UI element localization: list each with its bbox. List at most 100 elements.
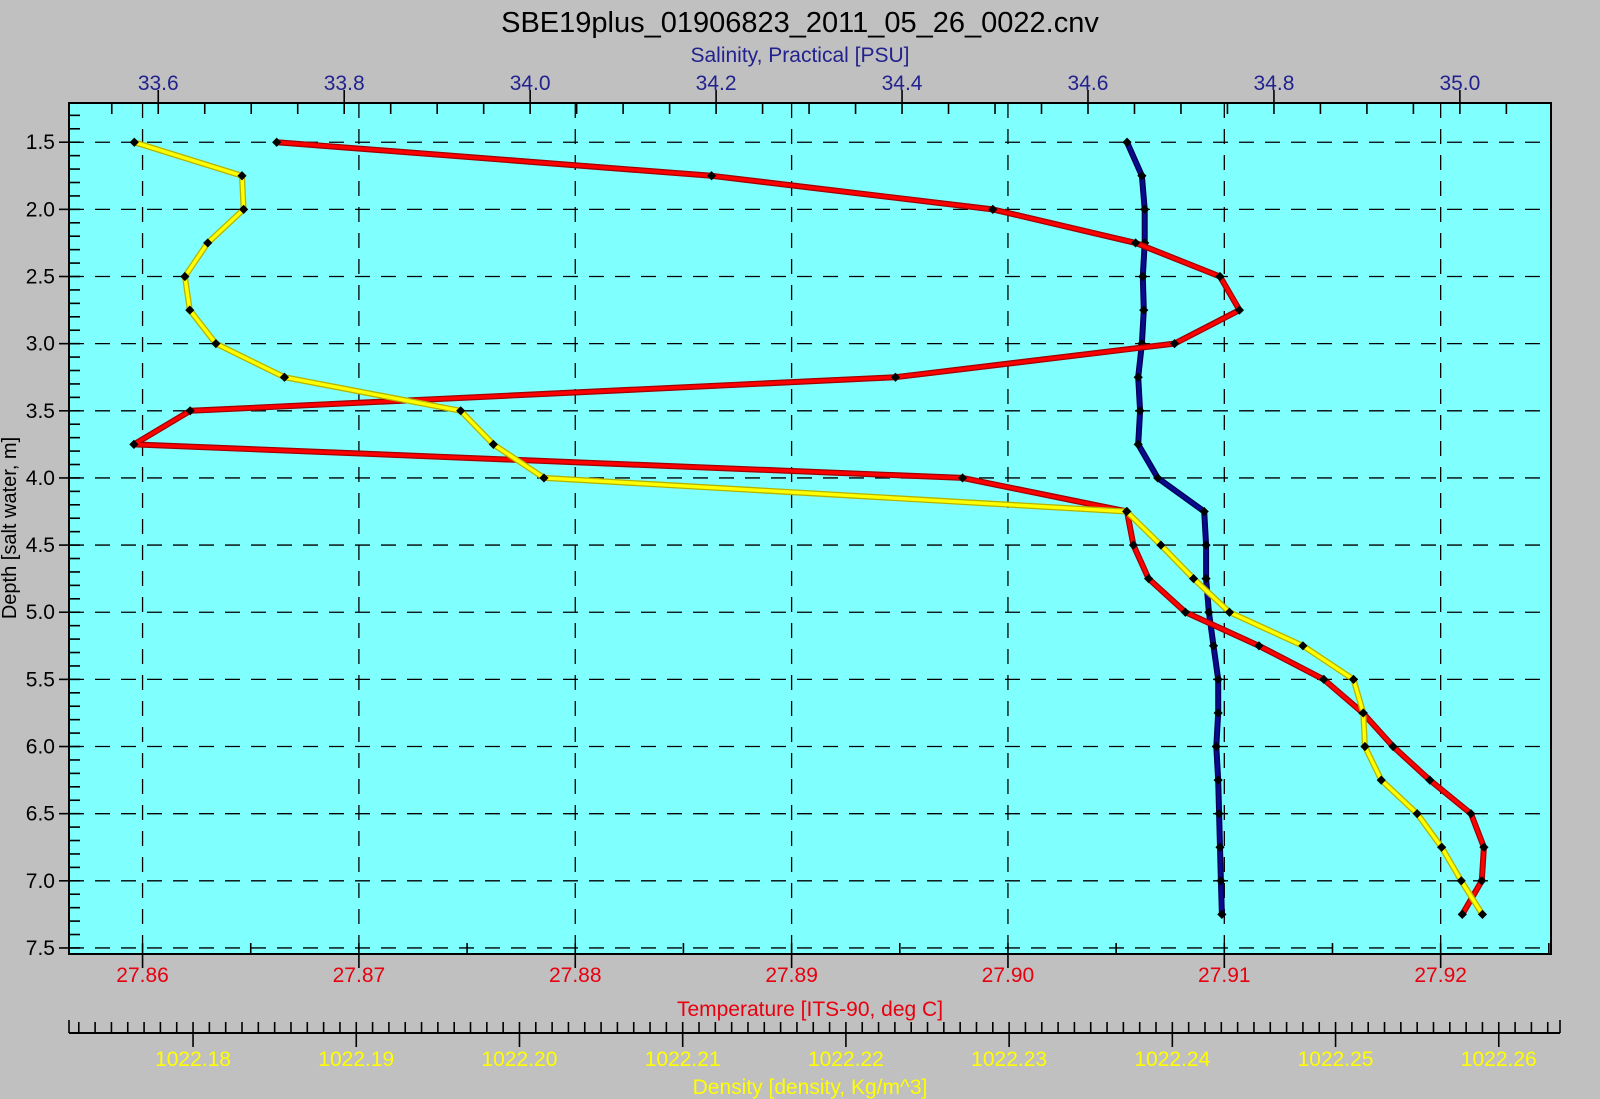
depth-tick-label: 3.5: [26, 400, 55, 423]
data-point-marker: [1388, 741, 1398, 752]
data-point-marker: [1477, 909, 1488, 919]
density-tick-label: 1022.21: [645, 1048, 721, 1071]
salinity-tick-label: 34.8: [1254, 72, 1295, 95]
data-point-marker: [1298, 641, 1308, 651]
data-point-marker: [1412, 809, 1422, 819]
depth-axis-title: Depth [salt water, m]: [0, 437, 21, 619]
depth-tick-label: 6.5: [26, 803, 55, 826]
data-point-marker: [1199, 506, 1209, 517]
data-point-marker: [1143, 574, 1154, 584]
data-point-marker: [129, 439, 139, 449]
data-point-marker: [1215, 842, 1225, 852]
temperature-tick-label: 27.89: [765, 964, 818, 987]
data-point-marker: [456, 406, 466, 416]
data-point-marker: [1477, 876, 1487, 886]
data-point-marker: [239, 204, 249, 214]
temperature-axis-title: Temperature [ITS-90, deg C]: [677, 998, 943, 1021]
data-point-marker: [1122, 506, 1132, 517]
data-point-marker: [1217, 909, 1227, 919]
salinity-tick-label: 34.2: [696, 72, 737, 95]
data-point-marker: [1457, 909, 1467, 919]
density-series: [131, 139, 1486, 918]
density-axis: 1022.18 1022.19 1022.20 1022.21 1022.22 1022.…: [68, 1020, 1561, 1071]
temperature-tick-label: 27.86: [116, 964, 169, 987]
data-point-marker: [1215, 271, 1225, 282]
data-point-marker: [1213, 674, 1223, 684]
data-point-marker: [1376, 775, 1386, 785]
data-point-marker: [1137, 171, 1147, 181]
data-point-marker: [1213, 708, 1223, 718]
salinity-tick-label: 34.4: [882, 72, 923, 95]
data-point-marker: [1180, 607, 1190, 617]
density-tick-label: 1022.25: [1298, 1048, 1374, 1071]
depth-axis-ticks: 1.5 2.0 2.5 3.0 3.5 4.0 4.5 5.0 5.5 6.0 6.5 7.0 7.5: [26, 114, 80, 960]
temperature-series-line: [132, 140, 1486, 917]
data-point-marker: [237, 171, 247, 181]
density-tick-label: 1022.22: [808, 1048, 884, 1071]
data-point-marker: [1204, 607, 1214, 617]
data-point-marker: [1156, 540, 1166, 550]
temperature-axis-title: Temperature [ITS-90, deg C]: [677, 998, 943, 1021]
data-point-marker: [488, 439, 498, 449]
temperature-tick-label: 27.87: [333, 964, 386, 987]
salinity-series-line: [1125, 140, 1224, 917]
salinity-tick-label: 34.6: [1068, 72, 1109, 95]
depth-tick-label: 3.0: [26, 333, 55, 356]
data-point-marker: [1456, 876, 1466, 886]
grid: [69, 103, 1551, 954]
data-point-marker: [1122, 137, 1132, 147]
plot-frame: [68, 102, 1552, 955]
density-tick-label: 1022.19: [318, 1048, 394, 1071]
data-point-marker: [890, 372, 901, 382]
salinity-tick-label: 33.6: [138, 72, 179, 95]
salinity-axis-ticks: 33.6 33.8 34.0 34.2 34.4 34.6 34.8 35.0: [110, 72, 1508, 114]
data-point-marker: [1131, 238, 1141, 248]
main-title: SBE19plus_01906823_2011_05_26_0022.cnv: [501, 7, 1099, 39]
temperature-tick-label: 27.88: [549, 964, 602, 987]
data-point-marker: [1208, 641, 1219, 651]
data-point-marker: [272, 137, 282, 147]
depth-tick-label: 2.0: [26, 198, 55, 221]
salinity-axis-title: Salinity, Practical [PSU]: [690, 44, 909, 67]
density-tick-label: 1022.18: [155, 1048, 231, 1071]
data-point-marker: [1479, 842, 1489, 852]
temperature-tick-label: 27.91: [1198, 964, 1251, 987]
data-point-marker: [185, 406, 195, 416]
data-point-marker: [211, 339, 221, 349]
temperature-axis-ticks: 27.86 27.87 27.88 27.89 27.90 27.91 27.92: [116, 943, 1550, 987]
data-point-marker: [1135, 406, 1145, 416]
data-point-marker: [1437, 842, 1447, 852]
data-point-marker: [129, 137, 139, 147]
depth-tick-label: 5.5: [26, 668, 55, 691]
data-point-marker: [1360, 741, 1370, 752]
data-point-marker: [957, 473, 968, 483]
data-point-marker: [1358, 708, 1368, 718]
temperature-series-markers: [129, 137, 1489, 919]
depth-axis-title: Depth [salt water, m]: [0, 437, 21, 619]
depth-tick-label: 5.0: [26, 601, 55, 624]
data-point-marker: [1214, 809, 1224, 819]
density-tick-label: 1022.24: [1134, 1048, 1210, 1071]
data-point-marker: [988, 204, 998, 214]
data-point-marker: [1138, 271, 1148, 282]
temperature-tick-label: 27.92: [1414, 964, 1467, 987]
data-point-marker: [185, 305, 195, 315]
temperature-series: [130, 139, 1487, 918]
data-point-marker: [1466, 809, 1476, 819]
data-point-marker: [1139, 305, 1149, 315]
salinity-series: [1124, 139, 1225, 918]
data-point-marker: [1201, 540, 1211, 550]
data-point-marker: [1254, 641, 1264, 651]
data-point-marker: [1211, 741, 1221, 752]
data-point-marker: [1133, 372, 1143, 382]
salinity-tick-label: 35.0: [1439, 72, 1480, 95]
data-point-marker: [1224, 607, 1235, 617]
salinity-tick-label: 34.0: [510, 72, 551, 95]
salinity-axis-title: Salinity, Practical [PSU]: [690, 44, 909, 67]
data-point-marker: [1213, 775, 1223, 785]
data-point-marker: [1140, 204, 1150, 214]
data-point-marker: [539, 473, 549, 483]
data-point-marker: [1188, 574, 1199, 584]
data-point-marker: [1234, 305, 1245, 315]
